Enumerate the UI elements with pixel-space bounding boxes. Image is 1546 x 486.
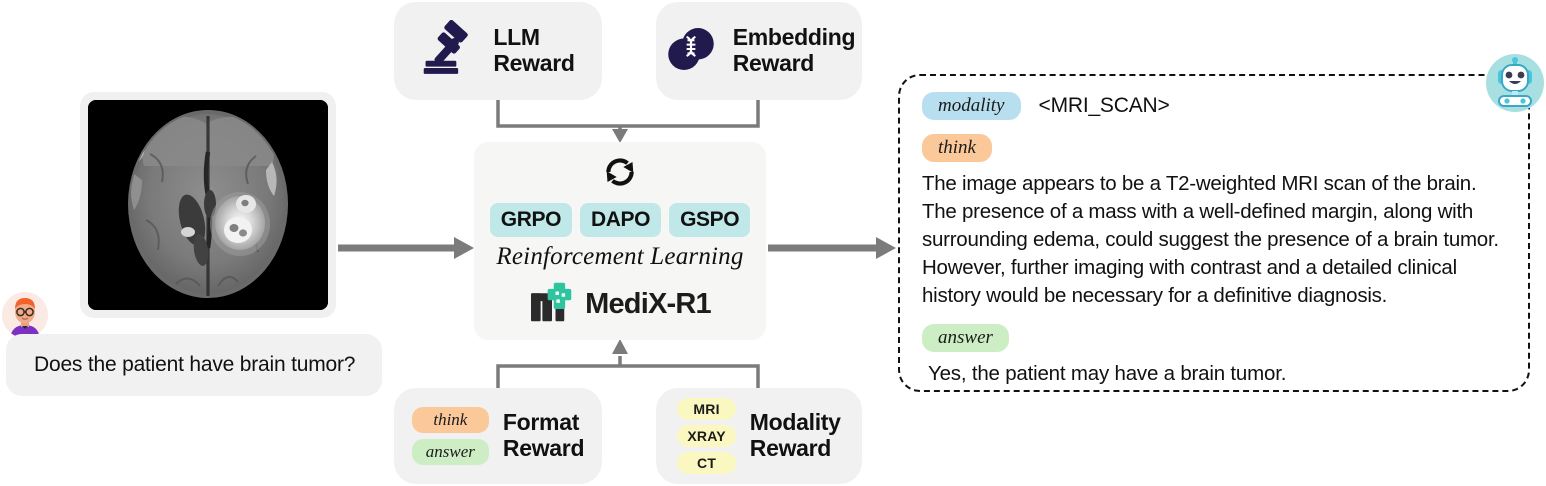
user-avatar <box>2 292 48 338</box>
modality-chip-mri: MRI <box>677 398 736 420</box>
answer-tag: answer <box>922 324 1009 353</box>
brand-row: MediX-R1 <box>529 281 712 328</box>
llm-reward-card[interactable]: LLM Reward <box>394 2 602 100</box>
think-tag: think <box>922 134 992 162</box>
mri-scan-frame <box>80 92 336 318</box>
format-reward-card[interactable]: think answer Format Reward <box>394 388 602 484</box>
modality-row: modality <MRI_SCAN> <box>922 92 1506 120</box>
answer-text: Yes, the patient may have a brain tumor. <box>928 362 1287 386</box>
modality-reward-label: Modality Reward <box>749 409 841 461</box>
embedding-reward-card[interactable]: Embedding Reward <box>656 2 862 100</box>
think-text: The image appears to be a T2-weighted MR… <box>922 172 1499 308</box>
think-section: think The image appears to be a T2-weigh… <box>922 134 1506 310</box>
refresh-cycle-icon <box>600 152 640 197</box>
llm-reward-label: LLM Reward <box>493 24 575 76</box>
modality-chip-column: MRI XRAY CT <box>677 398 736 474</box>
modality-chip-xray: XRAY <box>677 425 736 447</box>
mri-scan-image <box>88 100 328 310</box>
embedding-reward-label: Embedding Reward <box>732 24 856 76</box>
embedding-venn-dna-icon <box>663 21 719 82</box>
question-text: Does the patient have brain tumor? <box>34 353 356 376</box>
modality-value: <MRI_SCAN> <box>1038 94 1170 117</box>
model-output-panel: modality <MRI_SCAN> think The image appe… <box>898 74 1530 392</box>
modality-tag: modality <box>922 92 1021 120</box>
algorithm-chip-gspo[interactable]: GSPO <box>669 203 751 237</box>
format-reward-label: Format Reward <box>502 409 585 461</box>
reinforcement-learning-label: Reinforcement Learning <box>496 243 744 270</box>
format-tag-think: think <box>411 407 489 433</box>
format-tag-answer: answer <box>411 439 489 465</box>
gavel-icon <box>421 19 479 83</box>
algorithm-chip-row: GRPO DAPO GSPO <box>489 203 751 237</box>
format-tag-column: think answer <box>411 407 489 465</box>
medix-logo-icon <box>529 281 575 328</box>
algorithm-chip-dapo[interactable]: DAPO <box>580 203 662 237</box>
answer-section: answer Yes, the patient may have a brain… <box>922 324 1506 386</box>
algorithm-chip-grpo[interactable]: GRPO <box>489 203 573 237</box>
brand-name: MediX-R1 <box>585 288 712 320</box>
modality-reward-card[interactable]: MRI XRAY CT Modality Reward <box>656 388 862 484</box>
modality-chip-ct: CT <box>677 452 736 474</box>
reinforcement-learning-module: GRPO DAPO GSPO Reinforcement Learning Me… <box>474 142 766 340</box>
robot-avatar <box>1486 54 1544 112</box>
question-bubble: Does the patient have brain tumor? <box>6 334 382 396</box>
